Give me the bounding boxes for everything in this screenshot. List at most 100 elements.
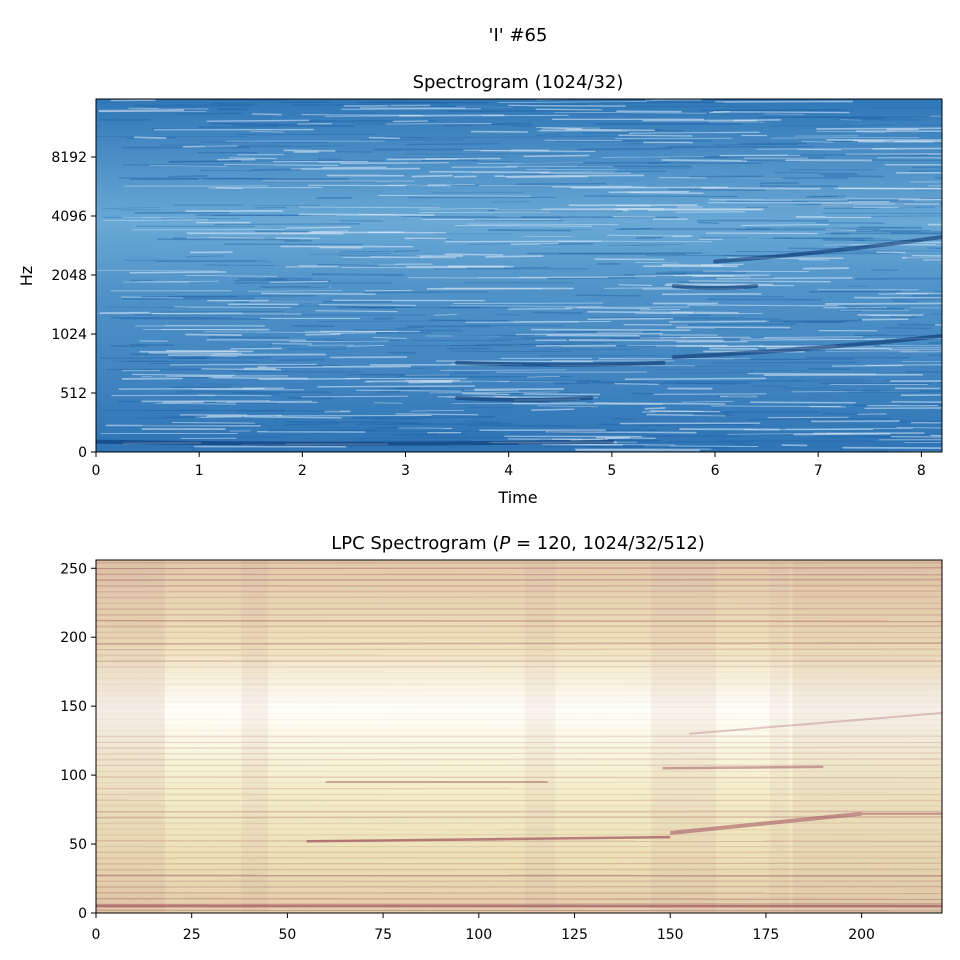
spectrogram-texture-streak <box>453 334 535 337</box>
spectrogram-texture-streak <box>351 415 495 419</box>
spectrogram-texture-streak <box>606 234 690 237</box>
spectrogram-texture-streak <box>155 402 237 405</box>
spectrogram-texture-streak <box>298 206 440 209</box>
spectrogram-texture-streak <box>346 345 384 347</box>
lpc-stripe <box>96 828 942 831</box>
lpc-column-band <box>651 560 717 913</box>
spectrogram-texture-streak <box>453 372 481 375</box>
spectrogram-texture-streak <box>846 307 904 310</box>
spectrogram-texture-streak <box>761 237 893 240</box>
spectrogram-texture-streak <box>479 185 633 187</box>
spectrogram-texture-streak <box>748 417 892 421</box>
spectrogram-texture-streak <box>526 252 686 256</box>
spectrogram-texture-streak <box>449 345 563 347</box>
spectrogram-texture-streak <box>614 227 653 231</box>
lpc-stripe <box>96 898 942 900</box>
spectrogram-texture-streak <box>805 320 847 324</box>
lpc-formants <box>96 712 942 908</box>
spectrogram-texture-streak <box>339 430 495 433</box>
spectrogram-texture-streak <box>315 310 398 313</box>
spectrogram-texture-streak <box>587 317 674 321</box>
spectrogram-texture-streak <box>407 136 554 138</box>
spectrogram-texture-streak <box>102 219 208 222</box>
spectrogram-texture-streak <box>577 147 673 151</box>
spectrogram-texture-streak <box>701 187 821 190</box>
spectrogram-formants <box>96 235 942 446</box>
spectrogram-texture-streak <box>266 365 323 368</box>
spectrogram-texture-streak <box>825 302 942 305</box>
spectrogram-texture-streak <box>310 230 349 233</box>
spectrogram-texture-streak <box>913 188 942 191</box>
lpc-spectrogram-title: LPC Spectrogram (P = 120, 1024/32/512) <box>331 533 705 554</box>
spectrogram-texture-streak <box>797 148 842 151</box>
spectrogram-texture-streak <box>395 326 424 329</box>
spectrogram-texture-streak <box>608 244 684 246</box>
spectrogram-texture-streak <box>429 391 559 394</box>
spectrogram-texture-streak <box>508 104 626 107</box>
spectrogram-texture-streak <box>411 174 453 178</box>
spectrogram-texture-streak <box>854 277 942 280</box>
lpc-x-tick-label: 100 <box>465 927 492 943</box>
spectrogram-texture-streak <box>830 232 942 235</box>
spectrogram-texture-streak <box>208 377 309 380</box>
figure-title: 'I' #65 <box>489 25 548 46</box>
spectrogram-texture-streak <box>185 255 225 258</box>
lpc-x-axis: 0 25 50 75 100 125 150 175 200 <box>92 913 875 943</box>
spectrogram-texture-streak <box>168 294 316 298</box>
spectrogram-texture-streak <box>658 177 783 179</box>
spectrogram-texture-streak <box>113 360 259 363</box>
spectrogram-texture-streak <box>200 169 252 172</box>
spectrogram-x-tick-label: 4 <box>504 463 513 479</box>
spectrogram-texture-streak <box>494 395 518 399</box>
lpc-x-tick-label: 200 <box>848 927 875 943</box>
spectrogram-formant-band <box>96 439 614 446</box>
spectrogram-texture-streak <box>185 333 242 337</box>
spectrogram-texture-streak <box>319 304 416 307</box>
spectrogram-texture-streak <box>714 108 847 112</box>
spectrogram-texture-streak <box>865 364 942 366</box>
spectrogram-texture-streak <box>209 336 290 339</box>
spectrogram-texture-streak <box>356 123 507 126</box>
spectrogram-x-tick-label: 8 <box>917 463 926 479</box>
spectrogram-texture-streak <box>393 249 420 253</box>
spectrogram-texture-streak <box>162 401 204 404</box>
spectrogram-texture-streak <box>465 321 580 323</box>
spectrogram-texture-streak <box>506 175 588 179</box>
spectrogram-texture-streak <box>206 119 310 122</box>
spectrogram-texture-streak <box>844 305 886 308</box>
spectrogram-texture-streak <box>536 127 601 129</box>
spectrogram-texture-streak <box>669 320 769 323</box>
spectrogram-texture-streak <box>547 429 614 433</box>
spectrogram-texture-streak <box>307 184 451 187</box>
spectrogram-y-tick-label: 0 <box>78 445 87 461</box>
spectrogram-texture-streak <box>732 443 759 446</box>
spectrogram-texture-streak <box>816 127 942 130</box>
spectrogram-texture-streak <box>254 230 308 233</box>
spectrogram-texture-streak <box>537 405 598 408</box>
lpc-stripe <box>96 909 942 912</box>
lpc-frame <box>95 559 943 914</box>
spectrogram-texture-streak <box>503 266 550 269</box>
spectrogram-texture-streak <box>727 433 823 435</box>
spectrogram-texture-streak <box>654 369 804 371</box>
spectrogram-texture-streak <box>554 111 707 114</box>
spectrogram-texture-streak <box>249 131 285 133</box>
spectrogram-texture-streak <box>464 389 519 392</box>
spectrogram-texture-streak <box>467 424 576 427</box>
spectrogram-texture-streak <box>675 211 746 213</box>
spectrogram-x-tick-label: 6 <box>711 463 720 479</box>
spectrogram-texture-streak <box>316 320 466 323</box>
spectrogram-texture-streak <box>454 224 593 227</box>
lpc-stripe <box>96 746 942 749</box>
spectrogram-texture-streak <box>618 134 693 137</box>
spectrogram-texture-streak <box>890 232 942 235</box>
spectrogram-texture-streak <box>898 198 942 201</box>
spectrogram-texture-streak <box>152 376 213 379</box>
spectrogram-texture-streak <box>740 338 856 340</box>
spectrogram-texture-streak <box>121 296 184 299</box>
spectrogram-texture-streak <box>515 332 663 336</box>
spectrogram-texture-streak <box>233 392 280 395</box>
spectrogram-y-label: Hz <box>17 266 36 286</box>
spectrogram-texture-streak <box>394 156 507 158</box>
spectrogram-texture-streak <box>688 280 831 283</box>
